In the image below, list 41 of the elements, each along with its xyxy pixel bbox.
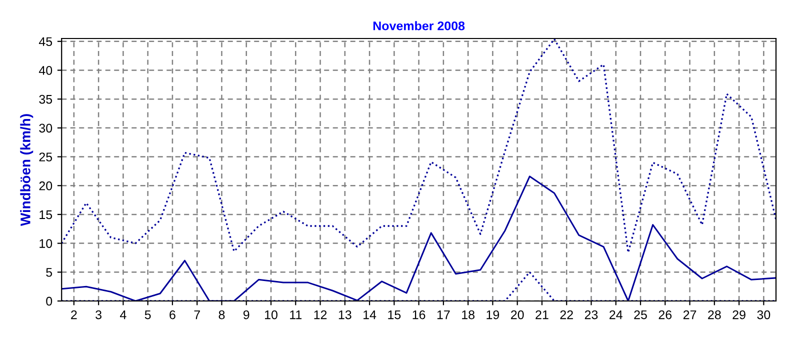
- x-tick-label: 19: [486, 310, 500, 320]
- x-tick-label: 22: [560, 310, 573, 320]
- y-tick-label: 40: [38, 66, 52, 75]
- y-tick-label: 0: [46, 296, 52, 306]
- x-tick-label: 9: [243, 310, 250, 320]
- y-tick-label: 20: [39, 181, 52, 190]
- x-tick-label: 23: [584, 310, 598, 320]
- y-tick-label: 30: [39, 124, 52, 133]
- x-tick-label: 27: [683, 310, 696, 320]
- x-tick-label: 20: [511, 310, 524, 320]
- x-tick-label: 28: [708, 310, 721, 320]
- x-tick-label: 16: [412, 310, 426, 320]
- x-tick-label: 12: [314, 310, 327, 320]
- x-tick-label: 3: [96, 310, 102, 320]
- x-tick-label: 11: [290, 310, 302, 320]
- x-tick-label: 29: [732, 310, 746, 320]
- y-tick-label: 10: [40, 239, 52, 248]
- y-tick-label: 15: [40, 210, 52, 220]
- x-tick-label: 10: [264, 310, 278, 320]
- y-tick-label: 5: [46, 268, 52, 277]
- x-tick-label: 6: [170, 310, 176, 320]
- y-tick-label: 45: [38, 37, 52, 46]
- x-tick-label: 30: [757, 310, 770, 320]
- x-tick-label: 14: [364, 310, 376, 320]
- x-tick-label: 24: [610, 310, 622, 320]
- x-tick-label: 26: [658, 310, 672, 320]
- chart-title: November 2008: [373, 21, 465, 30]
- y-axis-title: Windböen (km/h): [20, 114, 34, 226]
- x-tick-label: 2: [71, 310, 77, 320]
- x-tick-label: 8: [218, 310, 225, 320]
- x-tick-label: 13: [338, 310, 352, 320]
- x-tick-label: 17: [437, 310, 450, 320]
- y-tick-label: 25: [39, 152, 52, 162]
- x-tick-label: 4: [120, 310, 126, 320]
- x-tick-label: 18: [462, 310, 474, 320]
- y-tick-label: 35: [39, 94, 52, 104]
- x-tick-label: 15: [388, 310, 401, 320]
- x-tick-label: 7: [194, 310, 200, 320]
- x-tick-label: 5: [144, 310, 151, 320]
- x-tick-label: 21: [536, 310, 548, 320]
- x-tick-label: 25: [634, 310, 647, 320]
